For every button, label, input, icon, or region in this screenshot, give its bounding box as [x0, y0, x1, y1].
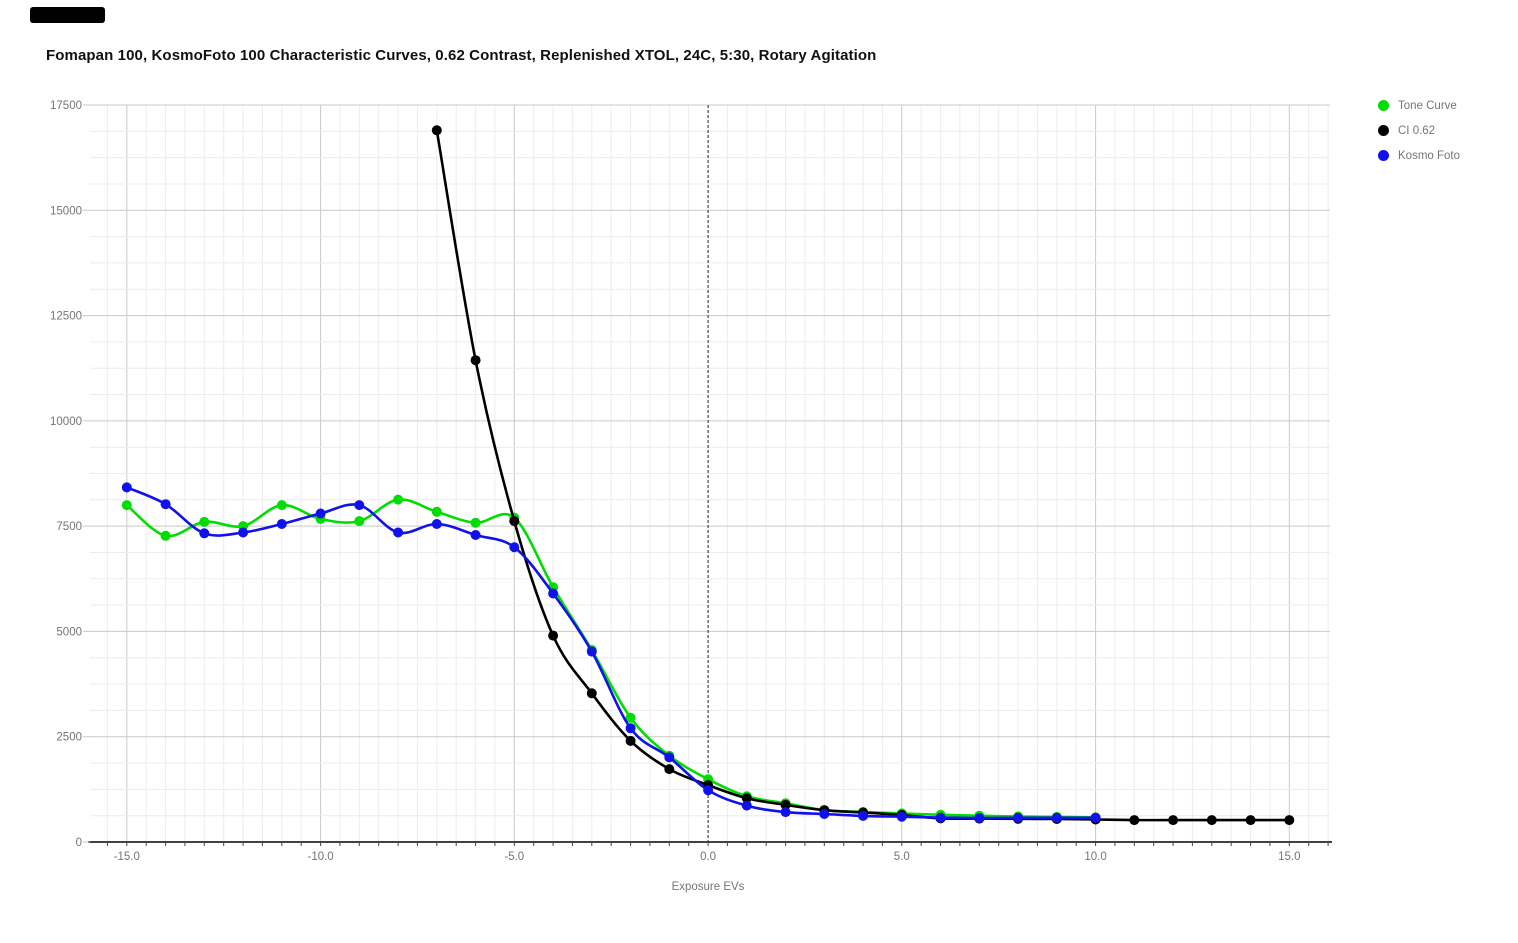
data-point-kosmo-foto [858, 810, 869, 821]
data-point-kosmo-foto [1090, 812, 1101, 823]
gridlines [90, 104, 1330, 842]
y-tick-label: 7500 [56, 521, 82, 533]
data-point-kosmo-foto [238, 527, 249, 538]
data-point-ci-0-62 [586, 688, 597, 699]
data-point-kosmo-foto [354, 500, 365, 511]
x-tick-label: 10.0 [1084, 851, 1106, 863]
data-point-kosmo-foto [896, 811, 907, 822]
data-point-tone-curve [121, 500, 132, 511]
top-left-black-bar [30, 7, 105, 23]
y-tick-label: 10000 [50, 416, 82, 428]
series-line-kosmo-foto [125, 486, 1097, 820]
x-tick-label: 0.0 [700, 851, 716, 863]
y-tick-label: 5000 [56, 626, 82, 638]
data-point-kosmo-foto [819, 809, 830, 819]
data-point-kosmo-foto [509, 542, 520, 553]
data-point-kosmo-foto [664, 752, 675, 763]
data-point-ci-0-62 [741, 793, 752, 804]
y-tick-label: 2500 [56, 732, 82, 744]
data-point-kosmo-foto [741, 800, 752, 811]
data-point-kosmo-foto [935, 812, 946, 823]
series-line-tone-curve [125, 498, 1097, 819]
data-point-ci-0-62 [431, 125, 442, 136]
data-point-kosmo-foto [199, 528, 210, 539]
data-point-kosmo-foto [780, 807, 791, 818]
data-point-ci-0-62 [1245, 815, 1256, 826]
data-point-kosmo-foto [1013, 812, 1024, 823]
data-point-tone-curve [431, 506, 442, 517]
legend-dot-ci-0-62 [1378, 125, 1389, 136]
tick-labels: -15.0 -10.0 -5.0 0.0 5.0 10.0 15.0 0 2500 5000 750… [50, 100, 1300, 863]
data-point-ci-0-62 [1129, 815, 1140, 826]
data-point-kosmo-foto [393, 527, 404, 538]
x-axis-title: Exposure EVs [671, 881, 745, 893]
data-point-kosmo-foto [625, 723, 636, 734]
data-point-tone-curve [625, 712, 636, 723]
x-tick-label: -15.0 [114, 851, 140, 863]
legend: Tone Curve CI 0.62 Kosmo Foto [1378, 97, 1460, 164]
data-point-kosmo-foto [586, 646, 597, 657]
x-tick-label: -10.0 [307, 851, 333, 863]
data-point-ci-0-62 [509, 516, 520, 527]
data-point-ci-0-62 [664, 764, 675, 775]
x-tick-label: 15.0 [1278, 851, 1300, 863]
legend-item-tone-curve[interactable]: Tone Curve [1378, 97, 1460, 114]
y-tick-label: 12500 [50, 311, 82, 323]
data-point-ci-0-62 [1284, 815, 1295, 826]
data-point-kosmo-foto [160, 499, 171, 510]
data-point-kosmo-foto [431, 519, 442, 529]
axes [83, 104, 1332, 846]
chart-title: Fomapan 100, KosmoFoto 100 Characteristi… [46, 47, 877, 64]
data-point-kosmo-foto [276, 519, 287, 529]
legend-label-tone-curve: Tone Curve [1398, 99, 1457, 112]
series-kosmo-foto [121, 482, 1101, 823]
data-point-tone-curve [199, 516, 210, 527]
data-point-tone-curve [276, 500, 287, 511]
data-point-ci-0-62 [625, 735, 636, 746]
y-tick-label: 0 [76, 837, 82, 849]
data-point-tone-curve [354, 516, 365, 527]
data-point-kosmo-foto [548, 588, 559, 599]
y-tick-label: 15000 [50, 205, 82, 217]
legend-dot-tone-curve [1378, 100, 1389, 111]
legend-label-kosmo-foto: Kosmo Foto [1398, 149, 1460, 162]
data-point-ci-0-62 [1168, 815, 1179, 826]
data-point-ci-0-62 [470, 355, 481, 366]
data-point-kosmo-foto [703, 785, 714, 796]
data-point-kosmo-foto [1051, 812, 1062, 823]
legend-item-ci-0-62[interactable]: CI 0.62 [1378, 122, 1460, 139]
legend-item-kosmo-foto[interactable]: Kosmo Foto [1378, 147, 1460, 164]
data-point-ci-0-62 [1206, 815, 1217, 826]
data-point-kosmo-foto [470, 530, 481, 540]
y-tick-label: 17500 [50, 100, 82, 112]
data-point-kosmo-foto [315, 508, 326, 519]
data-point-ci-0-62 [548, 630, 559, 641]
data-point-kosmo-foto [974, 813, 985, 823]
data-point-ci-0-62 [780, 799, 791, 810]
data-point-tone-curve [160, 530, 171, 541]
legend-label-ci-0-62: CI 0.62 [1398, 124, 1436, 137]
data-point-tone-curve [393, 494, 404, 505]
data-point-tone-curve [470, 517, 481, 528]
legend-dot-kosmo-foto [1378, 150, 1389, 161]
x-tick-label: 5.0 [894, 851, 910, 863]
x-tick-label: -5.0 [504, 851, 524, 863]
data-point-kosmo-foto [121, 482, 132, 493]
